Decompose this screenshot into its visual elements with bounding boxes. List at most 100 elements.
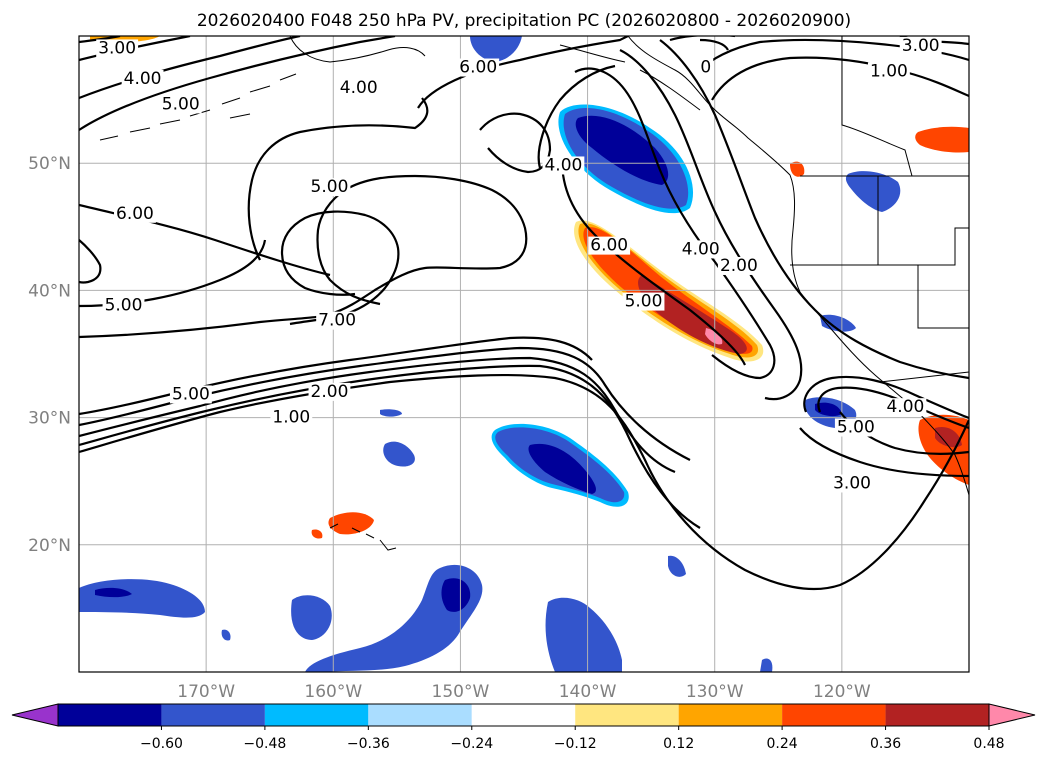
contour-label: 2.00 (720, 256, 758, 276)
contour-label-bg (270, 408, 313, 427)
pv-contour-line (79, 356, 676, 474)
precip-shading (79, 36, 969, 672)
chart-title: 2026020400 F048 250 hPa PV, precipitatio… (197, 11, 851, 31)
contour-label: 4.00 (682, 239, 720, 259)
contour-label-bg (308, 178, 351, 197)
pv-contour-line (79, 336, 593, 416)
map-area: 3.00 4.00 5.00 6.00 4.00 0 3.00 1.00 4.00 5.00 6.0… (79, 36, 969, 672)
precip-blob-subtropics (79, 36, 969, 672)
lon-tick-label: 140°W (559, 682, 617, 702)
colorbar-tick-label: −0.60 (140, 736, 183, 752)
pv-contour-line (79, 239, 102, 284)
us-state-border-1 (841, 36, 913, 177)
contour-label: 4.00 (340, 78, 378, 98)
pv-contour-line (79, 36, 301, 100)
contour-label-bg (308, 382, 351, 401)
colorbar-segment (678, 704, 783, 726)
contour-label-bg (159, 95, 202, 114)
colorbar-segment (575, 704, 679, 726)
colorbar-tick-label: 0.24 (767, 736, 798, 752)
lon-tick-label: 150°W (432, 682, 490, 702)
colorbar-segment (58, 704, 162, 726)
pv-contour-line (79, 346, 691, 461)
contour-label: 6.00 (116, 204, 154, 224)
colorbar-segment (161, 704, 265, 726)
contour-label: 1.00 (870, 61, 908, 81)
contour-label-bg (457, 58, 500, 77)
contour-label-bg (884, 398, 927, 417)
pv-contour-line (280, 210, 400, 326)
colorbar-tick-label: −0.12 (554, 736, 597, 752)
contour-label-bg (717, 256, 760, 275)
contour-label: 3.00 (902, 36, 940, 56)
pv-contour-line (479, 112, 552, 174)
contour-label-bg (114, 204, 156, 223)
contour-label: 6.00 (590, 236, 628, 256)
lon-tick-label: 160°W (304, 682, 362, 702)
contour-label-bg (679, 240, 722, 259)
lon-tick-label: 170°W (177, 682, 235, 702)
lon-tick-label: 130°W (686, 682, 744, 702)
colorbar-tick-label: −0.48 (243, 736, 286, 752)
lat-tick-label: 20°N (28, 536, 71, 556)
contour-label: 5.00 (625, 292, 663, 312)
colorbar-extend-high (988, 703, 1036, 727)
colorbar-segment (264, 704, 369, 726)
pv-contour-line (79, 364, 701, 529)
contour-label: 3.00 (833, 473, 871, 493)
pv-contour-line (619, 49, 803, 401)
contour-label: 3.00 (98, 38, 136, 58)
lat-tick-label: 40°N (28, 281, 71, 301)
colorbar-segment (885, 704, 989, 726)
colorbar-tick-label: −0.36 (347, 736, 390, 752)
longitude-tick-labels: 170°W 160°W 150°W 140°W 130°W 120°W (177, 682, 871, 702)
contour-label-bg (899, 36, 942, 55)
contour-label: 5.00 (172, 384, 210, 404)
pv-contour-line (560, 159, 746, 366)
contour-label-bg (834, 418, 877, 437)
contour-label: 5.00 (105, 295, 143, 315)
lat-tick-label: 50°N (28, 154, 71, 174)
colorbar-segment (368, 704, 472, 726)
pv-contour-line (799, 427, 969, 478)
pv-contour-line (669, 36, 735, 42)
contour-label: 1.00 (272, 407, 310, 427)
pv-contour-line (79, 36, 396, 131)
pv-contour-line (537, 64, 616, 169)
contour-label-bg (542, 156, 585, 175)
map-frame (78, 35, 970, 673)
precip-blob-gulf-alaska (558, 104, 694, 214)
contour-label: 7.00 (318, 311, 356, 331)
contour-label-bg (102, 296, 145, 315)
colorbar-extend-low (11, 703, 59, 727)
contour-labels: 3.00 4.00 5.00 6.00 4.00 0 3.00 1.00 4.00 5.00 6.0… (96, 36, 942, 493)
contour-label: 5.00 (837, 418, 875, 438)
lat-tick-label: 30°N (28, 409, 71, 429)
pv-contour-line (817, 386, 969, 430)
contour-label: 2.00 (311, 382, 349, 402)
contour-label-bg (867, 62, 910, 81)
colorbar-tick-label: −0.24 (450, 736, 493, 752)
contour-label-bg (121, 69, 164, 88)
colorbar-tick-label: 0.12 (663, 736, 694, 752)
pv-contour-line (711, 56, 969, 101)
lon-tick-label: 120°W (813, 682, 871, 702)
contour-label: 5.00 (311, 177, 349, 197)
contour-label-bg (337, 78, 380, 97)
pv-contour-line (247, 97, 429, 261)
contour-label-bg (698, 58, 714, 77)
pv-contour-line (803, 375, 969, 420)
colorbar-segment (471, 704, 576, 726)
pv-contour-line (659, 39, 969, 380)
contour-label-bg (622, 292, 665, 311)
colorbar-tick-label: 0.48 (973, 736, 1004, 752)
contour-label: 4.00 (124, 69, 162, 89)
latitude-tick-labels: 20°N 30°N 40°N 50°N (28, 154, 71, 556)
contour-label: 0 (700, 58, 711, 78)
pv-contours (79, 36, 969, 591)
contour-label-bg (316, 311, 359, 330)
us-state-border-2 (790, 227, 969, 266)
contour-label: 4.00 (544, 155, 582, 175)
contour-label-bg (169, 385, 212, 404)
contour-label-bg (588, 236, 631, 255)
